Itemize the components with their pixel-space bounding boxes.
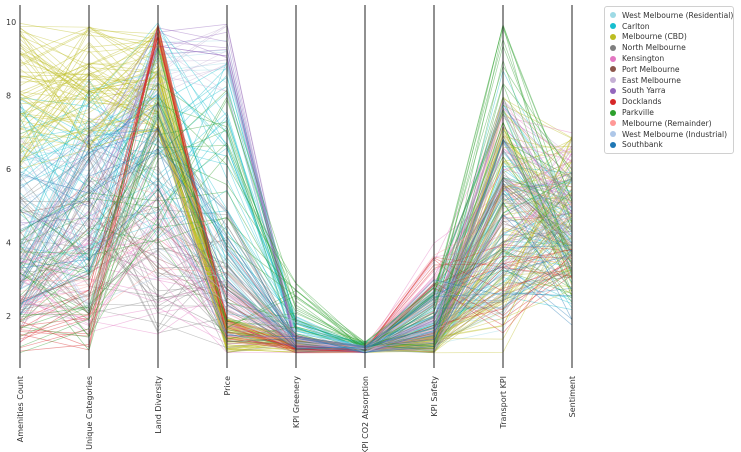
legend-marker-icon <box>610 109 616 116</box>
axis-label: Transport KPI <box>499 376 508 430</box>
legend-item: West Melbourne (Residential) <box>610 10 733 21</box>
y-tick-label: 2 <box>6 312 11 321</box>
legend-label: West Melbourne (Industrial) <box>622 129 728 139</box>
legend-marker-icon <box>610 77 616 84</box>
legend-item: Southbank <box>610 140 729 151</box>
legend-marker-icon <box>610 33 616 40</box>
axis-label: Unique Categories <box>85 376 94 450</box>
y-tick-label: 8 <box>6 92 11 101</box>
legend-label: Southbank <box>622 140 663 150</box>
legend-item: South Yarra <box>610 86 729 97</box>
legend: West Melbourne (Residential) Carlton Melbo… <box>604 6 734 155</box>
legend-label: East Melbourne <box>622 75 681 85</box>
legend-label: Kensington <box>622 54 665 64</box>
y-tick-label: 10 <box>6 18 16 27</box>
axis-label: KPI Greenery <box>292 376 301 428</box>
axis-label: Land Diversity <box>154 376 163 434</box>
legend-marker-icon <box>610 120 616 127</box>
legend-item: Parkville <box>610 107 729 118</box>
legend-label: Parkville <box>622 108 654 118</box>
legend-item: West Melbourne (Industrial) <box>610 129 729 140</box>
legend-marker-icon <box>610 44 616 51</box>
legend-item: Port Melbourne <box>610 64 729 75</box>
legend-marker-icon <box>610 141 616 148</box>
legend-marker-icon <box>610 23 616 30</box>
legend-item: Kensington <box>610 53 729 64</box>
axis-label: Amenities Count <box>16 376 25 442</box>
axis-label: KPI CO2 Absorption <box>361 376 370 452</box>
legend-label: Port Melbourne <box>622 64 680 74</box>
axes: Amenities Count Unique Categories Land Div… <box>16 5 577 452</box>
legend-item: East Melbourne <box>610 75 729 86</box>
legend-label: Melbourne (CBD) <box>622 32 687 42</box>
legend-item: North Melbourne <box>610 42 729 53</box>
y-tick-label: 6 <box>6 165 11 174</box>
legend-label: South Yarra <box>622 86 666 96</box>
legend-marker-icon <box>610 131 616 138</box>
legend-label: Docklands <box>622 97 662 107</box>
legend-item: Melbourne (CBD) <box>610 32 729 43</box>
legend-label: West Melbourne (Residential) <box>622 10 734 20</box>
legend-label: Melbourne (Remainder) <box>622 118 712 128</box>
legend-marker-icon <box>610 55 616 62</box>
legend-label: Carlton <box>622 21 650 31</box>
legend-marker-icon <box>610 12 616 19</box>
y-axis-ticks: 2 4 6 8 10 <box>6 18 16 321</box>
legend-marker-icon <box>610 87 616 94</box>
legend-item: Docklands <box>610 96 729 107</box>
legend-item: Carlton <box>610 21 729 32</box>
axis-label: Sentiment <box>568 376 577 417</box>
axis-label: Price <box>223 376 232 396</box>
axis-label: KPI Safety <box>430 376 439 417</box>
legend-marker-icon <box>610 66 616 73</box>
legend-marker-icon <box>610 98 616 105</box>
legend-item: Melbourne (Remainder) <box>610 118 729 129</box>
y-tick-label: 4 <box>6 239 11 248</box>
legend-label: North Melbourne <box>622 43 686 53</box>
